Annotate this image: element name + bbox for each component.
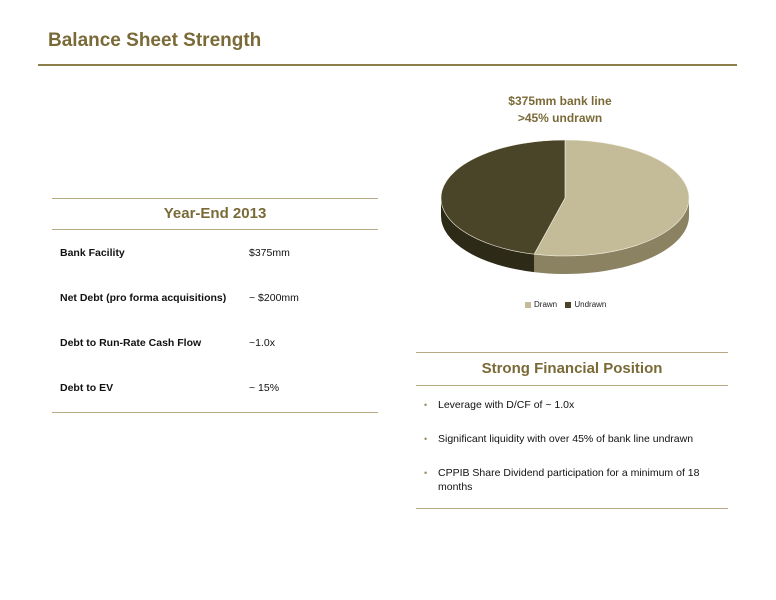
chart-legend: Drawn Undrawn <box>525 300 612 310</box>
row-value: ~ $200mm <box>249 292 299 304</box>
year-end-header: Year-End 2013 <box>52 199 378 230</box>
row-label: Debt to EV <box>60 382 114 394</box>
pie-side-undrawn <box>441 198 535 273</box>
strong-position-top-rule <box>416 352 728 353</box>
chart-subtitle-line: >45% undrawn <box>517 111 603 125</box>
legend-swatch-drawn <box>525 301 531 308</box>
pie-slice-drawn <box>533 139 690 257</box>
table-row: Bank Facility $375mm <box>52 230 378 275</box>
pie-chart <box>440 139 690 274</box>
legend-item-drawn: Drawn <box>525 300 557 309</box>
bullet-list: • Leverage with D/CF of ~ 1.0x • Significa… <box>416 386 728 494</box>
chart-title: $375mm bank line >45% undrawn <box>455 93 665 127</box>
row-label: Net Debt (pro forma acquisitions) <box>60 292 227 304</box>
pie-side-drawn <box>534 198 689 274</box>
strong-position-bottom-rule <box>416 508 728 509</box>
legend-label: Drawn <box>534 300 558 309</box>
bullet-text: Leverage with D/CF of ~ 1.0x <box>438 399 575 411</box>
legend-label: Undrawn <box>574 300 607 309</box>
year-end-bottom-rule <box>52 412 378 413</box>
year-end-top-rule <box>52 198 378 199</box>
row-value: ~1.0x <box>249 337 275 349</box>
bullet-icon: • <box>424 400 428 410</box>
year-end-panel: Year-End 2013 Bank Facility $375mm Net D… <box>52 198 378 413</box>
row-value: ~ 15% <box>249 382 280 394</box>
bullet-icon: • <box>424 434 428 444</box>
legend-item-undrawn: Undrawn <box>565 300 606 309</box>
table-row: Debt to Run-Rate Cash Flow ~1.0x <box>52 320 378 365</box>
bullet-text: Significant liquidity with over 45% of b… <box>438 433 694 445</box>
row-value: $375mm <box>249 247 290 259</box>
pie-slice-undrawn <box>440 139 566 255</box>
legend-swatch-undrawn <box>565 301 572 308</box>
strong-position-panel: Strong Financial Position • Leverage with… <box>416 352 728 509</box>
strong-position-header: Strong Financial Position <box>416 353 728 386</box>
bullet-icon: • <box>424 468 428 478</box>
title-divider <box>38 64 737 66</box>
list-item: • Leverage with D/CF of ~ 1.0x <box>416 398 728 412</box>
page-title: Balance Sheet Strength <box>48 30 262 51</box>
list-item: • CPPIB Share Dividend participation for … <box>416 466 728 494</box>
chart-title-line: $375mm bank line <box>508 94 612 108</box>
row-label: Debt to Run-Rate Cash Flow <box>60 337 202 349</box>
table-row: Debt to EV ~ 15% <box>52 365 378 410</box>
bullet-text: CPPIB Share Dividend participation for a… <box>438 467 700 493</box>
row-label: Bank Facility <box>60 247 125 259</box>
list-item: • Significant liquidity with over 45% of … <box>416 432 728 446</box>
table-row: Net Debt (pro forma acquisitions) ~ $200… <box>52 275 378 320</box>
